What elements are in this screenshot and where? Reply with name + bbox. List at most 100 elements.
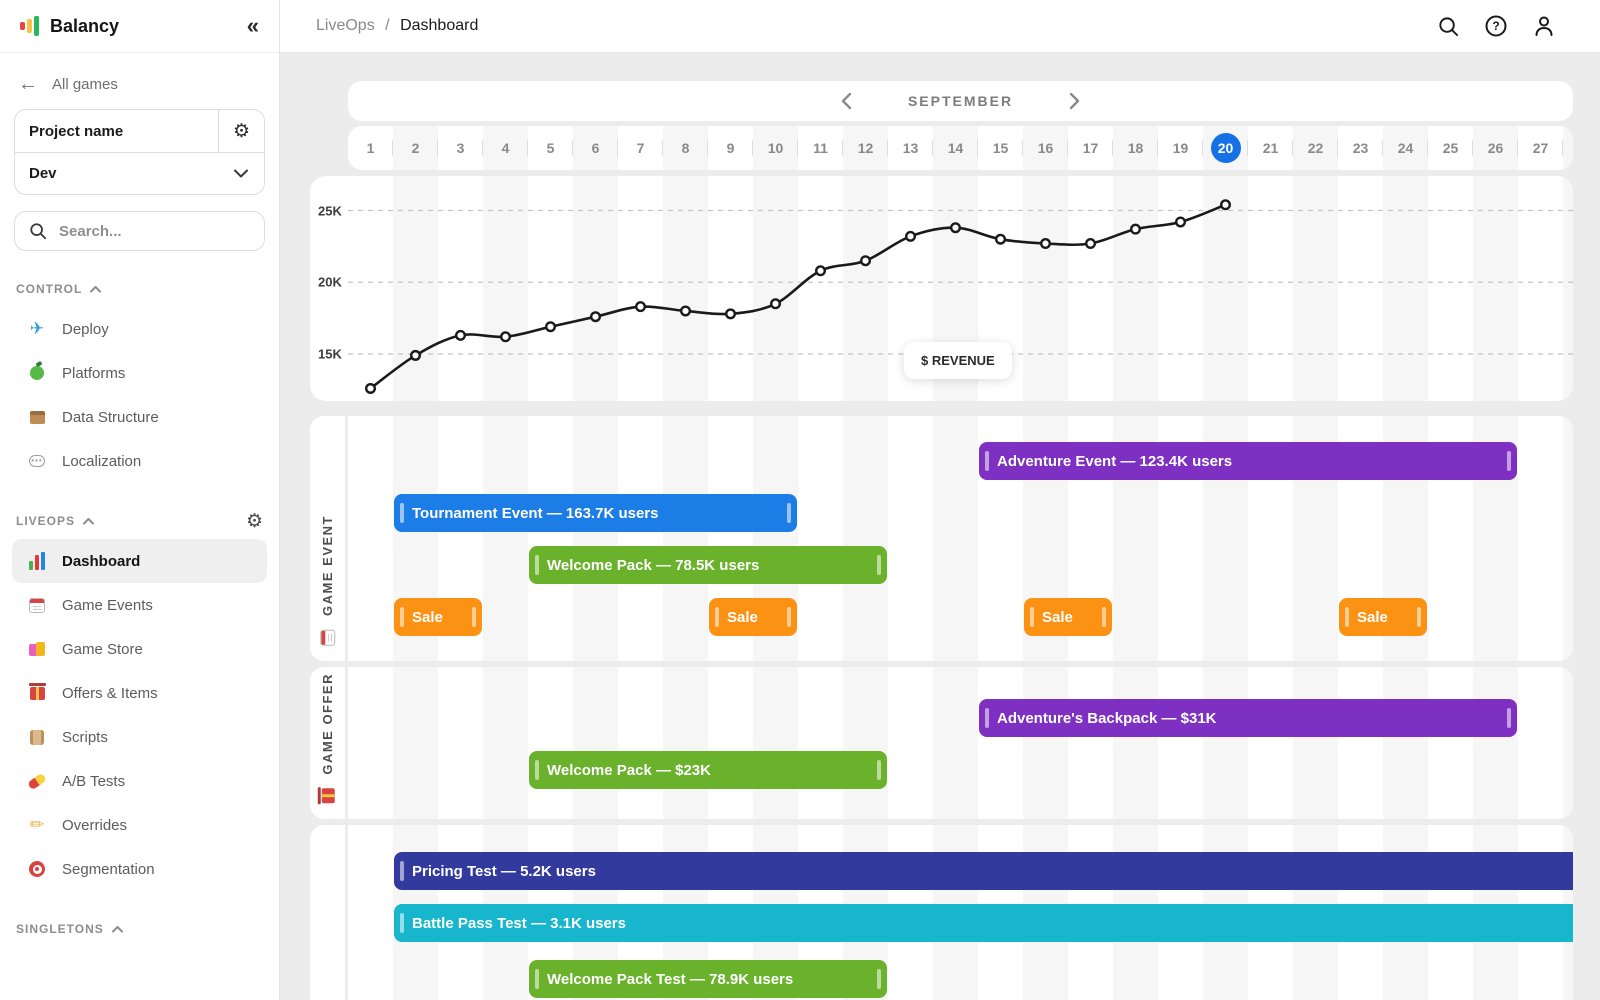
apple-icon [26, 362, 48, 384]
day-15: 15 [978, 126, 1023, 170]
sidebar-item-scripts[interactable]: Scripts [12, 715, 267, 759]
sidebar-item-deploy[interactable]: ✈ Deploy [12, 307, 267, 351]
project-settings-gear-icon[interactable]: ⚙ [218, 110, 264, 152]
sidebar-item-dashboard[interactable]: Dashboard [12, 539, 267, 583]
bar-resize-handle-left[interactable] [1030, 607, 1034, 627]
sidebar-item-a-b-tests[interactable]: A/B Tests [12, 759, 267, 803]
day-18: 18 [1113, 126, 1158, 170]
sidebar-item-offers-items[interactable]: Offers & Items [12, 671, 267, 715]
bar-resize-handle-right[interactable] [787, 607, 791, 627]
gantt-bar[interactable]: Battle Pass Test — 3.1K users [394, 904, 1573, 942]
dashboard-content: SEPTEMBER 123456789101112131415161718192… [280, 53, 1600, 1000]
sidebar-item-game-store[interactable]: Game Store [12, 627, 267, 671]
next-month-icon[interactable] [1069, 92, 1081, 110]
sidebar-search [14, 211, 265, 251]
user-icon[interactable] [1532, 14, 1556, 38]
environment-dropdown[interactable]: Dev [15, 152, 264, 194]
bar-resize-handle-left[interactable] [715, 607, 719, 627]
breadcrumb: LiveOps / Dashboard [316, 17, 478, 35]
sidebar-item-localization[interactable]: •••Localization [12, 439, 267, 483]
gantt-bar[interactable]: Pricing Test — 5.2K users [394, 852, 1573, 890]
sidebar-item-overrides[interactable]: ✏Overrides [12, 803, 267, 847]
bar-resize-handle-right[interactable] [787, 503, 791, 523]
gantt-bar[interactable]: Adventure Event — 123.4K users [979, 442, 1517, 480]
month-label: SEPTEMBER [908, 93, 1013, 109]
breadcrumb-section[interactable]: LiveOps [316, 17, 375, 34]
bar-resize-handle-right[interactable] [877, 760, 881, 780]
revenue-line-chart: $ REVENUE [348, 176, 1573, 401]
search-input[interactable] [59, 223, 258, 240]
gantt-bar[interactable]: Sale [1339, 598, 1427, 636]
today-badge[interactable]: 20 [1211, 133, 1241, 163]
day-12: 12 [843, 126, 888, 170]
calendar-icon [26, 594, 48, 616]
bar-resize-handle-left[interactable] [985, 708, 989, 728]
gantt-bar[interactable]: Sale [1024, 598, 1112, 636]
svg-text:?: ? [1492, 19, 1499, 33]
liveops-settings-gear-icon[interactable]: ⚙ [246, 510, 263, 533]
row-label: GAME EVENT [320, 515, 335, 616]
bar-resize-handle-left[interactable] [400, 913, 404, 933]
chevron-up-icon [83, 518, 94, 525]
speech-bubble-icon: ••• [26, 450, 48, 472]
day-19: 19 [1158, 126, 1203, 170]
row-label: GAME OFFER [320, 673, 335, 775]
bar-resize-handle-left[interactable] [985, 451, 989, 471]
bar-chart-icon [26, 550, 48, 572]
sidebar-item-game-events[interactable]: Game Events [12, 583, 267, 627]
app-name: Balancy [50, 16, 247, 37]
day-24: 24 [1383, 126, 1428, 170]
previous-month-icon[interactable] [840, 92, 852, 110]
day-9: 9 [708, 126, 753, 170]
section-header-singletons[interactable]: SINGLETONS [0, 919, 279, 939]
gantt-bar[interactable]: Welcome Pack Test — 78.9K users [529, 960, 887, 998]
bar-resize-handle-left[interactable] [535, 760, 539, 780]
sidebar-item-label: Deploy [62, 321, 109, 338]
day-11: 11 [798, 126, 843, 170]
bar-resize-handle-right[interactable] [877, 555, 881, 575]
gantt-bar[interactable]: Welcome Pack — 78.5K users [529, 546, 887, 584]
bar-resize-handle-left[interactable] [400, 503, 404, 523]
sidebar-item-label: Data Structure [62, 409, 159, 426]
bar-label: Pricing Test — 5.2K users [412, 863, 596, 880]
gantt-bar[interactable]: Sale [709, 598, 797, 636]
gantt-bar[interactable]: Sale [394, 598, 482, 636]
section-header-liveops[interactable]: LIVEOPS⚙ [0, 511, 279, 531]
bar-resize-handle-left[interactable] [1345, 607, 1349, 627]
back-arrow-icon: ← [18, 73, 38, 96]
bar-resize-handle-right[interactable] [1102, 607, 1106, 627]
day-20: 20 [1203, 126, 1248, 170]
sidebar-item-label: Platforms [62, 365, 125, 382]
bar-label: Tournament Event — 163.7K users [412, 505, 658, 522]
sidebar: Balancy « ← All games Project name ⚙ Dev [0, 0, 280, 1000]
section-header-control[interactable]: CONTROL [0, 279, 279, 299]
bar-resize-handle-right[interactable] [1417, 607, 1421, 627]
bar-resize-handle-left[interactable] [400, 607, 404, 627]
bar-resize-handle-right[interactable] [472, 607, 476, 627]
help-icon[interactable]: ? [1484, 14, 1508, 38]
y-axis-tick: 25K [318, 203, 342, 218]
gantt-bar[interactable]: Tournament Event — 163.7K users [394, 494, 797, 532]
day-7: 7 [618, 126, 663, 170]
bar-resize-handle-right[interactable] [1507, 451, 1511, 471]
day-6: 6 [573, 126, 618, 170]
search-icon[interactable] [1437, 15, 1460, 38]
sidebar-item-platforms[interactable]: Platforms [12, 351, 267, 395]
bar-resize-handle-right[interactable] [877, 969, 881, 989]
sidebar-item-segmentation[interactable]: Segmentation [12, 847, 267, 891]
calendar-icon [316, 626, 338, 648]
bar-resize-handle-left[interactable] [400, 861, 404, 881]
revenue-legend-chip[interactable]: $ REVENUE [904, 342, 1012, 379]
gantt-bar[interactable]: Welcome Pack — $23K [529, 751, 887, 789]
bar-resize-handle-left[interactable] [535, 969, 539, 989]
bar-resize-handle-left[interactable] [535, 555, 539, 575]
bar-resize-handle-right[interactable] [1507, 708, 1511, 728]
collapse-sidebar-icon[interactable]: « [247, 15, 259, 37]
day-14: 14 [933, 126, 978, 170]
sidebar-item-data-structure[interactable]: Data Structure [12, 395, 267, 439]
airplane-icon: ✈ [26, 318, 48, 340]
project-name[interactable]: Project name [15, 123, 218, 140]
day-25: 25 [1428, 126, 1473, 170]
back-to-all-games[interactable]: ← All games [0, 69, 279, 99]
gantt-bar[interactable]: Adventure's Backpack — $31K [979, 699, 1517, 737]
